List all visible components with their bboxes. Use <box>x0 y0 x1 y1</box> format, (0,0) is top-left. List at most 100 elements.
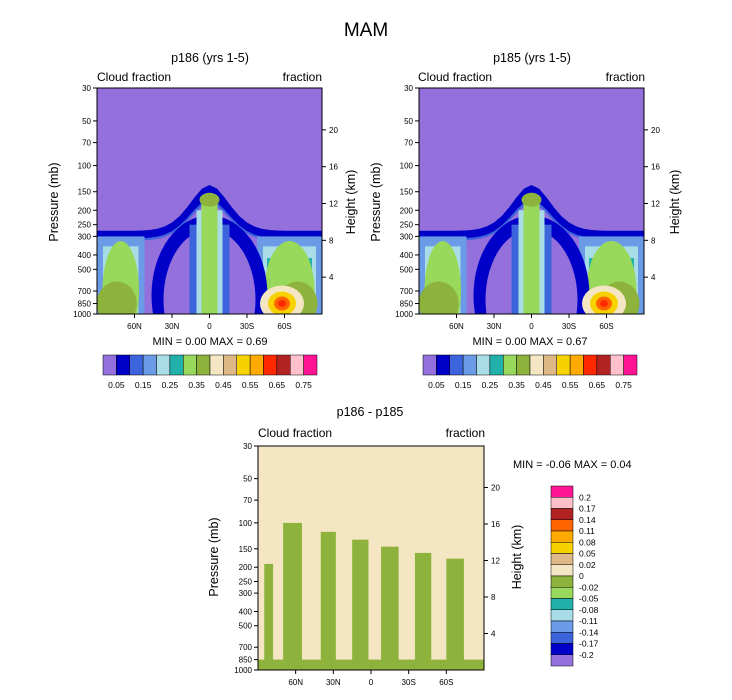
x-tick-label: 60S <box>599 322 613 331</box>
colorbar-swatch <box>550 485 574 498</box>
contour-level-7 <box>419 281 459 314</box>
y-tick-label: 700 <box>239 643 253 652</box>
y2-axis-label: Height (km) <box>668 170 682 235</box>
colorbar-swatch <box>623 354 638 376</box>
contour-field <box>419 88 644 314</box>
panel-p185: p185 (yrs 1-5) Cloud fraction fraction P… <box>369 51 682 348</box>
colorbar-label: 0.45 <box>215 380 232 390</box>
y2-tick-label: 8 <box>491 593 496 602</box>
contour-level-7 <box>97 281 137 314</box>
colorbar-swatch <box>556 354 571 376</box>
y2-tick-label: 16 <box>491 520 500 529</box>
colorbar-swatch <box>462 354 477 376</box>
contour-level-negative <box>283 522 302 670</box>
colorbar-swatch <box>550 530 574 543</box>
contour-level-negative <box>446 558 464 670</box>
y2-axis-label: Height (km) <box>344 170 358 235</box>
y-tick-label: 300 <box>239 589 253 598</box>
y-tick-label: 700 <box>78 287 92 296</box>
y-tick-label: 150 <box>239 545 253 554</box>
colorbar-swatch <box>422 354 437 376</box>
y-axis-label: Pressure (mb) <box>207 517 221 596</box>
colorbar-label: 0.25 <box>482 380 499 390</box>
colorbar-label: 0.55 <box>562 380 579 390</box>
y-tick-label: 400 <box>239 607 253 616</box>
x-tick-label: 60S <box>277 322 291 331</box>
colorbar-swatch <box>209 354 224 376</box>
colorbar-swatch <box>610 354 624 376</box>
colorbar-swatch <box>276 354 291 376</box>
colorbar-swatch <box>449 354 464 376</box>
colorbar-swatch <box>116 354 130 376</box>
y-tick-label: 400 <box>78 251 92 260</box>
colorbar-label: 0.05 <box>428 380 445 390</box>
y2-tick-label: 12 <box>329 200 338 209</box>
contour-level-negative <box>264 563 274 670</box>
y-tick-label: 1000 <box>234 666 252 675</box>
y2-tick-label: 16 <box>329 163 338 172</box>
contour-level-negative <box>381 546 399 670</box>
y-tick-label: 30 <box>82 84 91 93</box>
y-tick-label: 500 <box>400 265 414 274</box>
colorbar-swatch <box>436 354 450 376</box>
y2-tick-label: 20 <box>651 126 660 135</box>
y-tick-label: 50 <box>404 117 413 126</box>
colorbar-label: 0.45 <box>535 380 552 390</box>
colorbar-swatch <box>583 354 598 376</box>
contour-level-negative <box>320 531 336 670</box>
y-tick-label: 200 <box>78 206 92 215</box>
x-tick-label: 60N <box>127 322 142 331</box>
colorbar-label: 0.15 <box>135 380 152 390</box>
y2-tick-label: 8 <box>651 236 656 245</box>
y-tick-label: 850 <box>78 300 92 309</box>
colorbar-label: 0.02 <box>579 560 596 570</box>
contour-level-negative <box>414 552 432 670</box>
colorbar-swatch <box>196 354 211 376</box>
x-tick-label: 60S <box>439 678 453 687</box>
colorbar-swatch <box>102 354 117 376</box>
colorbar-label: 0.65 <box>269 380 286 390</box>
panel-title: p186 - p185 <box>337 405 404 419</box>
colorbar-label: 0.08 <box>579 537 596 547</box>
y-tick-label: 70 <box>404 139 413 148</box>
x-tick-label: 30S <box>562 322 576 331</box>
left-label: Cloud fraction <box>258 426 332 440</box>
y-axis-label: Pressure (mb) <box>369 162 383 241</box>
right-label: fraction <box>446 426 485 440</box>
colorbar-swatch <box>223 354 237 376</box>
contour-level-6 <box>523 199 540 314</box>
panel-title: p186 (yrs 1-5) <box>171 51 249 65</box>
y-tick-label: 30 <box>243 442 252 451</box>
colorbar-swatch <box>550 598 574 610</box>
x-tick-label: 60N <box>449 322 464 331</box>
panel-title: p185 (yrs 1-5) <box>493 51 571 65</box>
colorbar-swatch <box>156 354 171 376</box>
colorbar-swatch <box>596 354 611 376</box>
colorbar-label: 0 <box>579 571 584 581</box>
y-tick-label: 250 <box>78 221 92 230</box>
contour-level-7 <box>199 192 220 207</box>
x-tick-label: 30S <box>240 322 254 331</box>
y2-tick-label: 16 <box>651 163 660 172</box>
y2-tick-label: 4 <box>491 629 496 638</box>
y-tick-label: 30 <box>404 84 413 93</box>
colorbar-swatch <box>129 354 144 376</box>
colorbar-label: -0.02 <box>579 582 599 592</box>
contour-level-negative <box>352 539 369 670</box>
colorbar-swatch <box>550 553 574 565</box>
colorbar-swatch <box>550 620 574 633</box>
min-max-text: MIN = 0.00 MAX = 0.67 <box>473 336 588 348</box>
panel-diff: p186 - p185 Cloud fraction fraction Pres… <box>207 405 632 597</box>
colorbar-swatch <box>529 354 544 376</box>
colorbar-swatch <box>290 354 304 376</box>
colorbar-swatch <box>550 508 574 520</box>
colorbar-label: 0.05 <box>108 380 125 390</box>
colorbar-label: 0.2 <box>579 492 591 502</box>
x-tick-label: 0 <box>529 322 534 331</box>
colorbar-swatch <box>550 632 574 644</box>
y-tick-label: 850 <box>239 656 253 665</box>
contour-field <box>97 88 322 314</box>
colorbar: 0.05 0.15 0.25 0.35 0.45 0.55 0.65 0.75 <box>422 354 638 390</box>
colorbar-swatch <box>249 354 264 376</box>
y-tick-label: 200 <box>239 563 253 572</box>
